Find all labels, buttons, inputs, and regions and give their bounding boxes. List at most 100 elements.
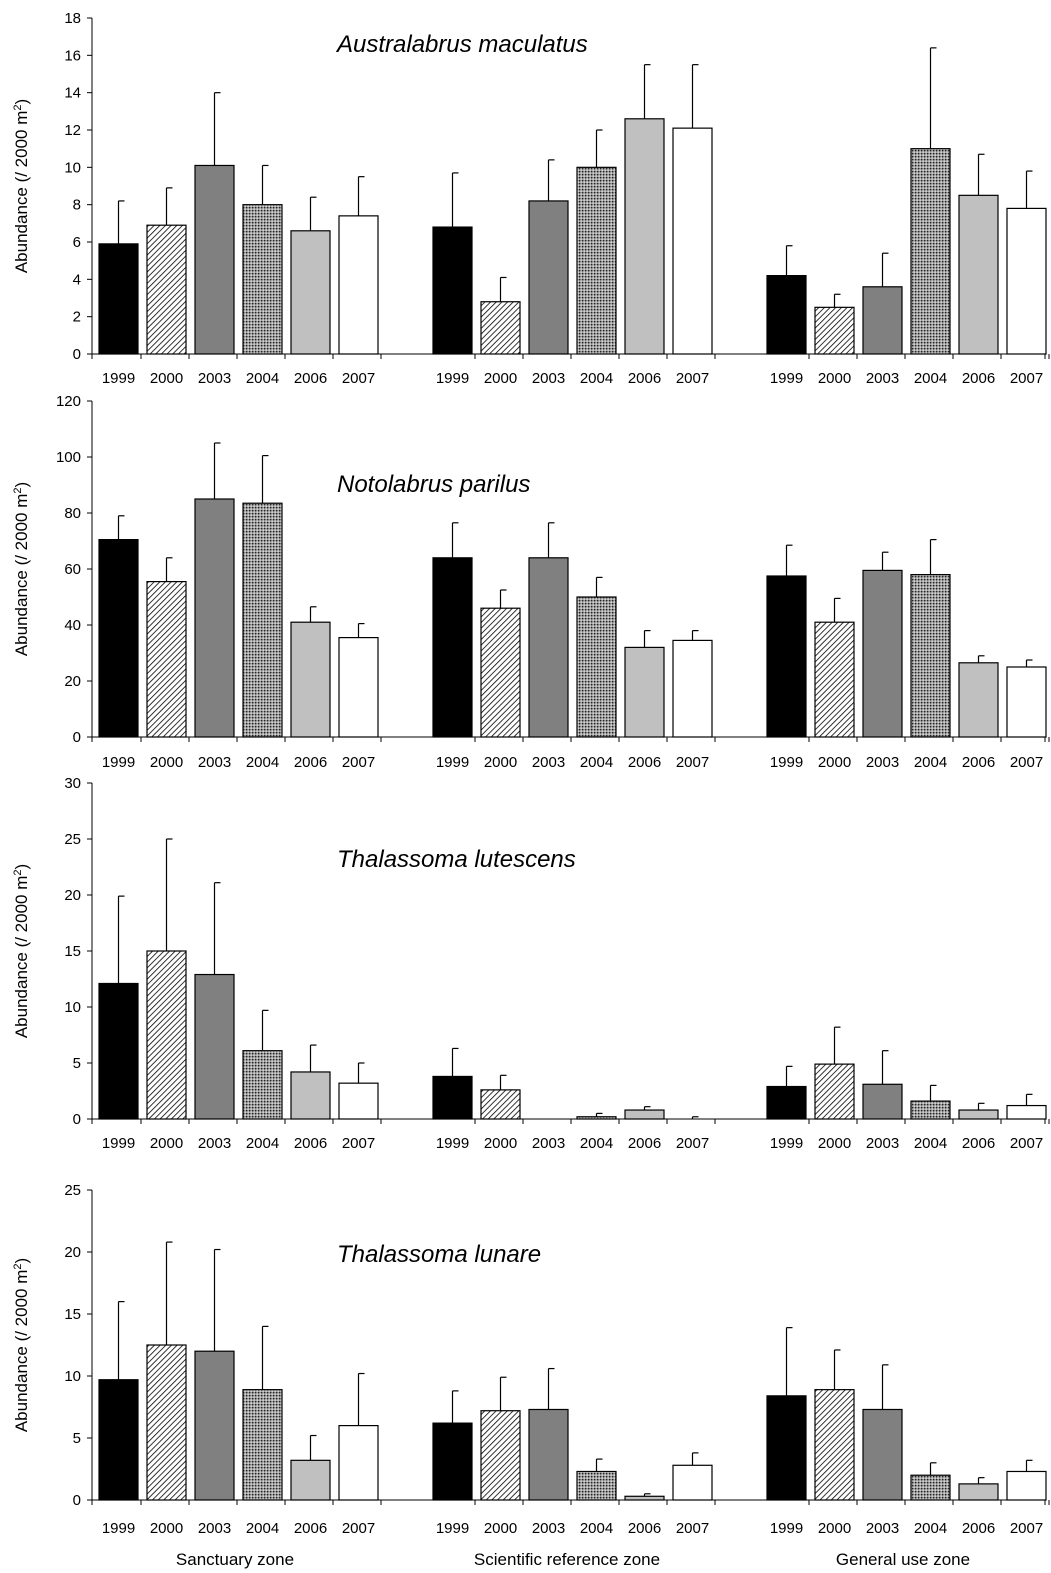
bar-2000 — [480, 1410, 521, 1501]
y-tick-label: 16 — [64, 47, 81, 64]
bar-2007 — [1006, 207, 1047, 355]
bar-2004 — [242, 1050, 283, 1120]
y-axis-title: Abundance (/ 2000 m2) — [12, 864, 31, 1038]
y-tick-label: 5 — [73, 1055, 81, 1072]
year-label: 1999 — [102, 1135, 135, 1152]
bar-2004 — [910, 1474, 951, 1501]
bar-2006 — [290, 1071, 331, 1120]
year-label: 2003 — [198, 1135, 231, 1152]
y-tick-label: 12 — [64, 122, 81, 139]
species-title: Notolabrus parilus — [337, 471, 530, 498]
year-label: 1999 — [770, 1135, 803, 1152]
year-label: 2007 — [1010, 754, 1043, 771]
year-label: 2007 — [342, 370, 375, 387]
y-tick-label: 18 — [64, 10, 81, 27]
y-tick-label: 100 — [56, 449, 81, 466]
bar-2007 — [672, 639, 713, 738]
year-label: 2004 — [580, 1135, 613, 1152]
bar-1999 — [98, 243, 139, 355]
year-label: 2003 — [532, 1520, 565, 1537]
year-label: 2006 — [962, 1520, 995, 1537]
zone-label-scientific-reference: Scientific reference zone — [474, 1550, 660, 1569]
year-label: 2004 — [246, 754, 279, 771]
bar-2000 — [480, 1089, 521, 1120]
year-label: 1999 — [770, 754, 803, 771]
bar-2004 — [576, 166, 617, 355]
year-label: 2007 — [676, 754, 709, 771]
bar-1999 — [766, 275, 807, 355]
bar-1999 — [766, 1395, 807, 1501]
year-label: 2007 — [1010, 1135, 1043, 1152]
year-label: 2000 — [150, 1520, 183, 1537]
bar-2007 — [338, 215, 379, 355]
year-label: 2004 — [246, 370, 279, 387]
bar-2000 — [146, 1344, 187, 1501]
y-tick-label: 20 — [64, 673, 81, 690]
y-tick-label: 6 — [73, 234, 81, 251]
year-label: 2000 — [484, 1520, 517, 1537]
bar-2006 — [624, 1495, 665, 1501]
bar-2007 — [672, 127, 713, 355]
bar-2004 — [910, 148, 951, 355]
bar-2004 — [242, 502, 283, 738]
year-label: 2007 — [342, 1520, 375, 1537]
y-tick-label: 80 — [64, 505, 81, 522]
bar-2003 — [862, 569, 903, 738]
year-label: 2007 — [676, 1520, 709, 1537]
year-label: 1999 — [436, 754, 469, 771]
bar-1999 — [432, 557, 473, 738]
year-label: 2007 — [1010, 370, 1043, 387]
zone-label-general-use: General use zone — [836, 1550, 970, 1569]
zone-labels: Sanctuary zone Scientific reference zone… — [176, 1550, 970, 1569]
bar-1999 — [766, 1085, 807, 1120]
bar-2003 — [528, 200, 569, 355]
year-label: 2004 — [914, 754, 947, 771]
bar-2004 — [576, 596, 617, 738]
bar-1999 — [98, 1379, 139, 1501]
y-tick-label: 0 — [73, 1492, 81, 1509]
year-label: 2003 — [532, 370, 565, 387]
y-axis-title: Abundance (/ 2000 m2) — [12, 1258, 31, 1432]
species-title: Thalassoma lunare — [337, 1241, 541, 1268]
year-label: 2000 — [818, 370, 851, 387]
year-label: 2007 — [342, 1135, 375, 1152]
bar-1999 — [98, 982, 139, 1120]
bar-2006 — [958, 194, 999, 355]
y-tick-label: 10 — [64, 159, 81, 176]
bar-2004 — [910, 573, 951, 738]
year-label: 2006 — [628, 370, 661, 387]
year-label: 2004 — [580, 370, 613, 387]
y-tick-label: 8 — [73, 197, 81, 214]
species-title: Thalassoma lutescens — [337, 846, 576, 873]
y-tick-label: 5 — [73, 1430, 81, 1447]
year-label: 2003 — [532, 1135, 565, 1152]
y-tick-label: 120 — [56, 393, 81, 410]
year-label: 2006 — [628, 1135, 661, 1152]
bar-2003 — [862, 1408, 903, 1501]
year-label: 1999 — [102, 1520, 135, 1537]
year-label: 2003 — [866, 1135, 899, 1152]
bar-2003 — [862, 286, 903, 355]
zone-label-sanctuary: Sanctuary zone — [176, 1550, 294, 1569]
y-tick-label: 30 — [64, 775, 81, 792]
year-label: 1999 — [770, 1520, 803, 1537]
y-tick-label: 0 — [73, 1111, 81, 1128]
year-label: 2000 — [150, 754, 183, 771]
bar-2006 — [958, 662, 999, 738]
year-label: 2003 — [198, 370, 231, 387]
bar-2006 — [290, 230, 331, 355]
year-label: 2006 — [628, 1520, 661, 1537]
bar-2007 — [338, 1424, 379, 1501]
year-label: 2006 — [962, 1135, 995, 1152]
bar-2000 — [814, 621, 855, 738]
bar-1999 — [432, 1075, 473, 1120]
bar-2000 — [480, 301, 521, 355]
y-tick-label: 10 — [64, 999, 81, 1016]
bar-2006 — [290, 621, 331, 738]
y-tick-label: 4 — [73, 271, 81, 288]
year-label: 2007 — [342, 754, 375, 771]
bar-2004 — [242, 1389, 283, 1501]
bar-2004 — [576, 1470, 617, 1501]
bar-2003 — [528, 557, 569, 738]
bar-2006 — [958, 1109, 999, 1120]
